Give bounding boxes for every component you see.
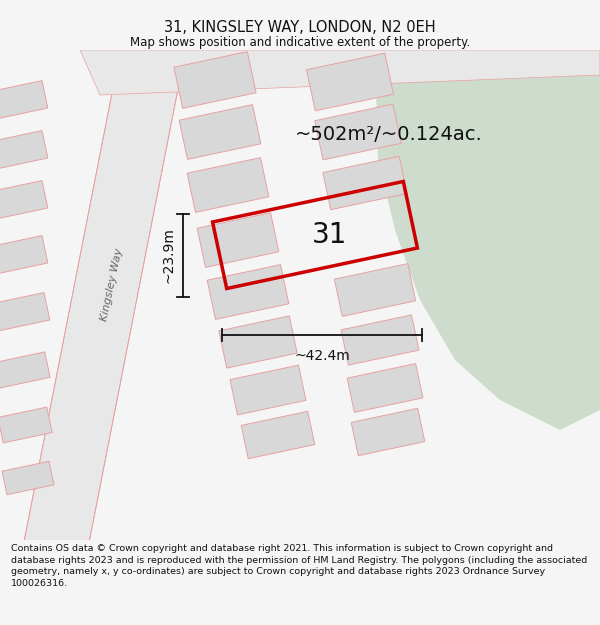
- Polygon shape: [334, 264, 416, 316]
- Polygon shape: [351, 408, 425, 456]
- Polygon shape: [0, 292, 50, 331]
- Polygon shape: [0, 236, 48, 274]
- Text: ~502m²/~0.124ac.: ~502m²/~0.124ac.: [295, 126, 483, 144]
- Text: ~23.9m: ~23.9m: [161, 228, 175, 283]
- Polygon shape: [241, 411, 315, 459]
- Polygon shape: [341, 315, 419, 365]
- Polygon shape: [375, 50, 600, 430]
- Polygon shape: [207, 264, 289, 319]
- Polygon shape: [174, 52, 256, 108]
- Polygon shape: [0, 407, 52, 443]
- Polygon shape: [0, 181, 48, 219]
- Polygon shape: [197, 213, 279, 268]
- Polygon shape: [0, 81, 48, 119]
- Polygon shape: [347, 364, 423, 413]
- Polygon shape: [2, 461, 54, 495]
- Polygon shape: [315, 104, 401, 160]
- Text: Kingsley Way: Kingsley Way: [100, 248, 125, 322]
- Polygon shape: [219, 316, 297, 368]
- Polygon shape: [187, 158, 269, 212]
- Polygon shape: [80, 50, 600, 95]
- Polygon shape: [0, 131, 48, 169]
- Text: 31, KINGSLEY WAY, LONDON, N2 0EH: 31, KINGSLEY WAY, LONDON, N2 0EH: [164, 20, 436, 35]
- Text: Contains OS data © Crown copyright and database right 2021. This information is : Contains OS data © Crown copyright and d…: [11, 544, 587, 588]
- Polygon shape: [323, 156, 407, 210]
- Polygon shape: [230, 365, 306, 415]
- Polygon shape: [460, 50, 600, 85]
- Text: 31: 31: [313, 221, 347, 249]
- Polygon shape: [179, 104, 261, 159]
- Text: Map shows position and indicative extent of the property.: Map shows position and indicative extent…: [130, 36, 470, 49]
- Text: ~42.4m: ~42.4m: [294, 349, 350, 363]
- Polygon shape: [307, 53, 394, 111]
- Polygon shape: [23, 34, 187, 556]
- Polygon shape: [0, 352, 50, 388]
